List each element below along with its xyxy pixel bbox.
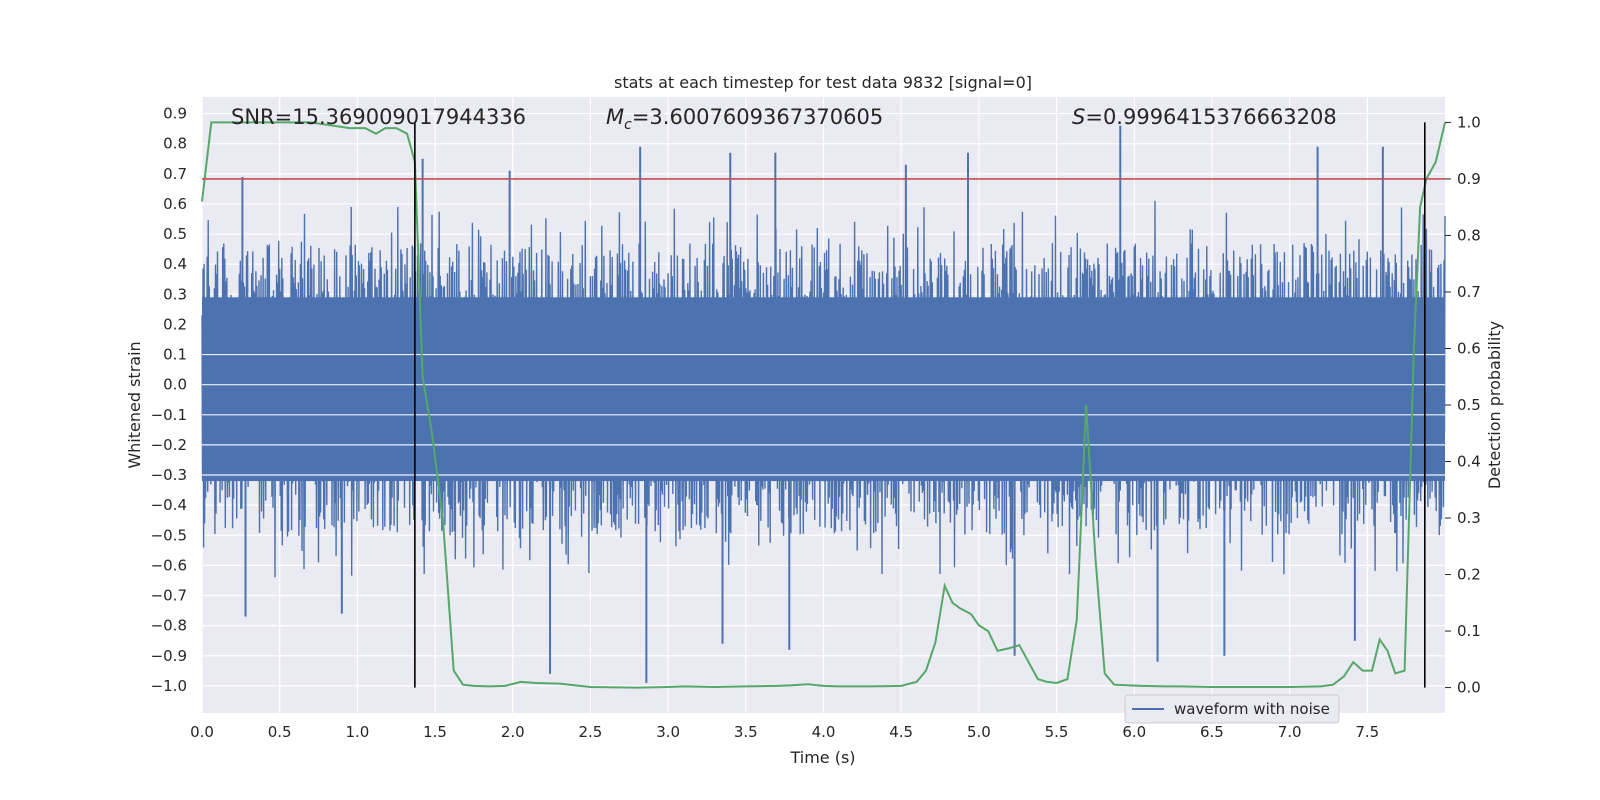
x-tick-label: 4.5 — [889, 723, 913, 741]
x-tick-label: 1.0 — [345, 723, 369, 741]
x-tick-label: 0.0 — [190, 723, 214, 741]
y-tick-label: 0.9 — [163, 105, 187, 123]
significance-value: =0.9996415376663208 — [1085, 105, 1336, 129]
chirp-mass-value: =3.6007609367370605 — [632, 105, 883, 129]
y2-tick-label: 0.9 — [1457, 170, 1481, 188]
legend-label: waveform with noise — [1174, 700, 1330, 718]
y-tick-label: −0.9 — [151, 647, 187, 665]
y-tick-label: −0.6 — [151, 556, 187, 574]
y-axis-label: Whitened strain — [125, 341, 144, 468]
x-tick-label: 3.5 — [734, 723, 758, 741]
y-tick-label: 0.4 — [163, 255, 187, 273]
y2-tick-label: 0.8 — [1457, 226, 1481, 244]
x-tick-label: 1.5 — [423, 723, 447, 741]
y-tick-label: −0.5 — [151, 526, 187, 544]
x-tick-label: 5.5 — [1045, 723, 1069, 741]
significance-symbol: S — [1072, 105, 1085, 129]
overlays — [202, 122, 1445, 688]
ticks: 0.0 0.5 1.0 1.5 2.0 2.5 3.0 3.5 4.0 4.5 5.0 5.5 6.0 6… — [151, 105, 1481, 741]
y2-tick-label: 0.4 — [1457, 453, 1481, 471]
x-tick-label: 6.0 — [1122, 723, 1146, 741]
detection-probability-series — [201, 121, 1446, 689]
x-tick-label: 5.0 — [967, 723, 991, 741]
y2-tick-label: 0.7 — [1457, 283, 1481, 301]
x-tick-label: 0.5 — [268, 723, 292, 741]
significance-annotation: S=0.9996415376663208 — [1072, 105, 1337, 129]
y2-tick-label: 0.2 — [1457, 566, 1481, 584]
y2-axis-label: Detection probability — [1485, 321, 1504, 489]
chirp-mass-subscript: c — [624, 117, 632, 133]
waveform-core — [202, 297, 1445, 482]
legend: waveform with noise — [1124, 694, 1340, 724]
y-tick-label: −1.0 — [151, 677, 187, 695]
y-tick-label: 0.3 — [163, 285, 187, 303]
y2-tick-label: 0.0 — [1457, 679, 1481, 697]
y2-tick-label: 0.3 — [1457, 509, 1481, 527]
x-tick-label: 4.0 — [812, 723, 836, 741]
y-tick-label: −0.7 — [151, 587, 187, 605]
y-tick-label: −0.8 — [151, 617, 187, 635]
y-tick-label: 0.7 — [163, 165, 187, 183]
y-tick-label: 0.6 — [163, 195, 187, 213]
x-tick-label: 7.5 — [1355, 723, 1379, 741]
waveform-series — [201, 125, 1446, 683]
y-tick-label: 0.5 — [163, 225, 187, 243]
y-tick-label: 0.1 — [163, 346, 187, 364]
y2-tick-label: 0.6 — [1457, 339, 1481, 357]
y-tick-label: −0.1 — [151, 406, 187, 424]
x-axis-label: Time (s) — [789, 748, 855, 767]
x-tick-label: 3.0 — [656, 723, 680, 741]
x-tick-label: 7.0 — [1278, 723, 1302, 741]
y2-tick-label: 1.0 — [1457, 113, 1481, 131]
x-tick-label: 2.5 — [579, 723, 603, 741]
y-tick-label: −0.2 — [151, 436, 187, 454]
y-tick-label: 0.0 — [163, 376, 187, 394]
y-tick-label: −0.3 — [151, 466, 187, 484]
chart-title: stats at each timestep for test data 983… — [614, 73, 1032, 92]
y2-tick-label: 0.5 — [1457, 396, 1481, 414]
chirp-mass-annotation: Mc=3.6007609367370605 — [606, 105, 883, 133]
y2-tick-label: 0.1 — [1457, 622, 1481, 640]
chirp-mass-symbol: M — [606, 105, 624, 129]
y-tick-label: 0.8 — [163, 135, 187, 153]
snr-annotation: SNR=15.369009017944336 — [231, 105, 526, 129]
x-tick-label: 6.5 — [1200, 723, 1224, 741]
legend-box — [1124, 694, 1340, 724]
y-tick-label: 0.2 — [163, 315, 187, 333]
x-tick-label: 2.0 — [501, 723, 525, 741]
y-tick-label: −0.4 — [151, 496, 187, 514]
detection-probability-line — [201, 121, 1446, 689]
